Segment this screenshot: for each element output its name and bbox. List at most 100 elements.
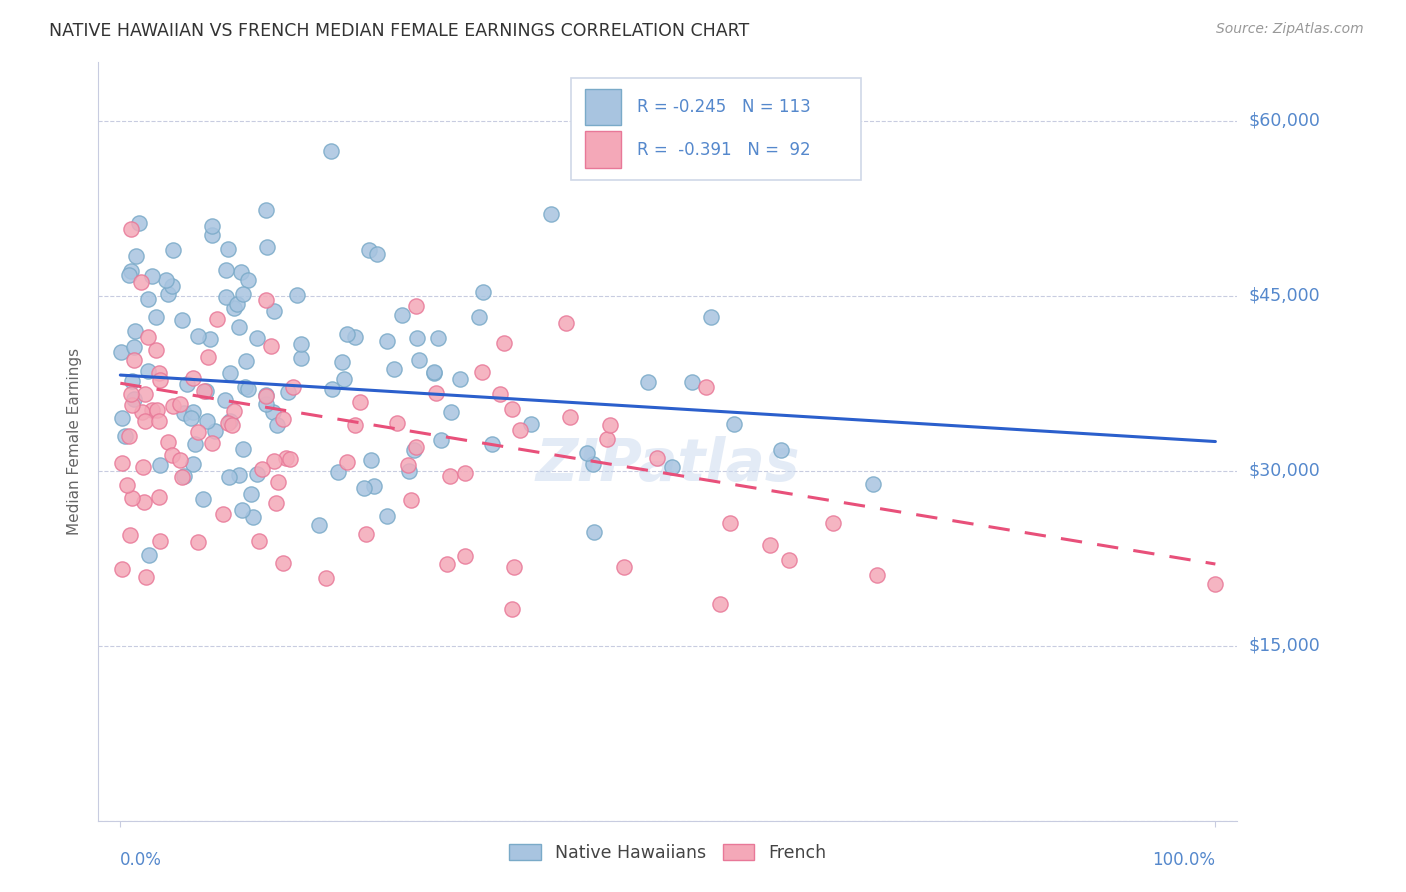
Point [157,434,180,449]
Point [866,568,889,582]
Point [141,268,163,283]
Point [396,458,419,472]
Point [120,263,142,277]
Point [391,308,413,322]
Point [201,227,224,242]
Point [187,534,209,549]
Point [132,459,155,474]
Point [375,334,398,349]
Point [254,397,277,411]
Point [343,417,366,432]
Point [232,442,254,457]
Point [266,418,288,433]
Point [115,478,138,492]
Point [135,569,157,583]
Point [155,273,177,287]
Point [110,562,132,576]
Point [425,385,447,400]
Point [219,366,242,380]
Point [111,456,134,470]
Point [613,560,636,574]
Point [709,597,731,611]
Point [247,533,270,548]
Point [149,533,172,548]
Point [197,350,219,364]
Point [262,405,284,419]
Point [129,275,152,289]
Point [404,443,426,458]
Point [207,312,229,326]
Point [264,496,287,510]
Point [250,462,273,476]
Point [353,481,375,495]
Point [195,384,218,398]
Point [148,414,170,428]
Point [494,335,516,350]
Point [423,366,446,380]
Point [398,464,420,478]
Point [138,364,160,378]
Point [427,331,450,345]
Point [405,440,427,454]
Point [183,371,205,385]
Point [360,453,382,467]
Point [335,455,357,469]
Point [124,324,146,338]
Point [285,288,308,302]
Text: $60,000: $60,000 [1249,112,1320,129]
Point [134,387,156,401]
Point [145,343,167,357]
Point [233,380,256,394]
Text: Source: ZipAtlas.com: Source: ZipAtlas.com [1216,22,1364,37]
Point [723,417,745,431]
Point [193,492,215,507]
Point [181,457,204,471]
Point [470,366,492,380]
Text: NATIVE HAWAIIAN VS FRENCH MEDIAN FEMALE EARNINGS CORRELATION CHART: NATIVE HAWAIIAN VS FRENCH MEDIAN FEMALE … [49,22,749,40]
Point [187,329,209,343]
Point [118,428,141,442]
Point [468,310,491,324]
Point [228,320,250,334]
Point [254,202,277,217]
Point [121,398,143,412]
Point [540,207,562,221]
Point [170,469,193,483]
Point [472,285,495,299]
Point [333,372,356,386]
Point [218,469,240,483]
Point [162,448,184,462]
Point [170,312,193,326]
Point [274,450,297,465]
Point [254,389,277,403]
Point [217,416,239,430]
Point [583,525,606,540]
Point [193,384,215,399]
Point [501,402,523,417]
Point [176,376,198,391]
Point [267,475,290,490]
Point [169,397,191,411]
Point [277,384,299,399]
Point [271,556,294,570]
Point [240,487,263,501]
Point [214,392,236,407]
Point [596,432,619,446]
Point [120,387,142,401]
Point [718,516,741,530]
Point [117,268,139,282]
Point [121,374,143,388]
Point [599,418,621,433]
FancyBboxPatch shape [571,78,862,180]
Point [173,469,195,483]
Point [387,417,409,431]
Point [236,273,259,287]
Point [449,372,471,386]
Point [1204,577,1226,591]
Point [344,329,367,343]
Point [271,412,294,426]
Point [122,392,145,406]
Point [778,553,800,567]
Point [212,508,235,522]
Point [173,406,195,420]
